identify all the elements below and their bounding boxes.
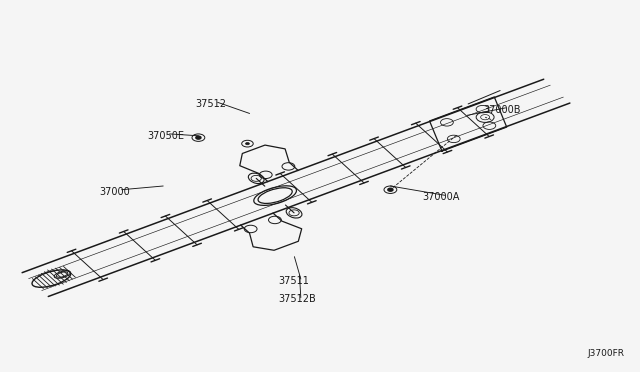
Circle shape	[388, 188, 393, 191]
Circle shape	[196, 136, 201, 139]
Circle shape	[246, 142, 250, 145]
Text: 37000B: 37000B	[483, 105, 521, 115]
Text: 37000: 37000	[99, 187, 130, 196]
Text: 37050E: 37050E	[147, 131, 184, 141]
Text: 37512: 37512	[195, 99, 226, 109]
Text: 37512B: 37512B	[278, 295, 316, 304]
Text: 37000A: 37000A	[422, 192, 460, 202]
Text: 37511: 37511	[278, 276, 309, 286]
Text: J3700FR: J3700FR	[587, 349, 624, 358]
